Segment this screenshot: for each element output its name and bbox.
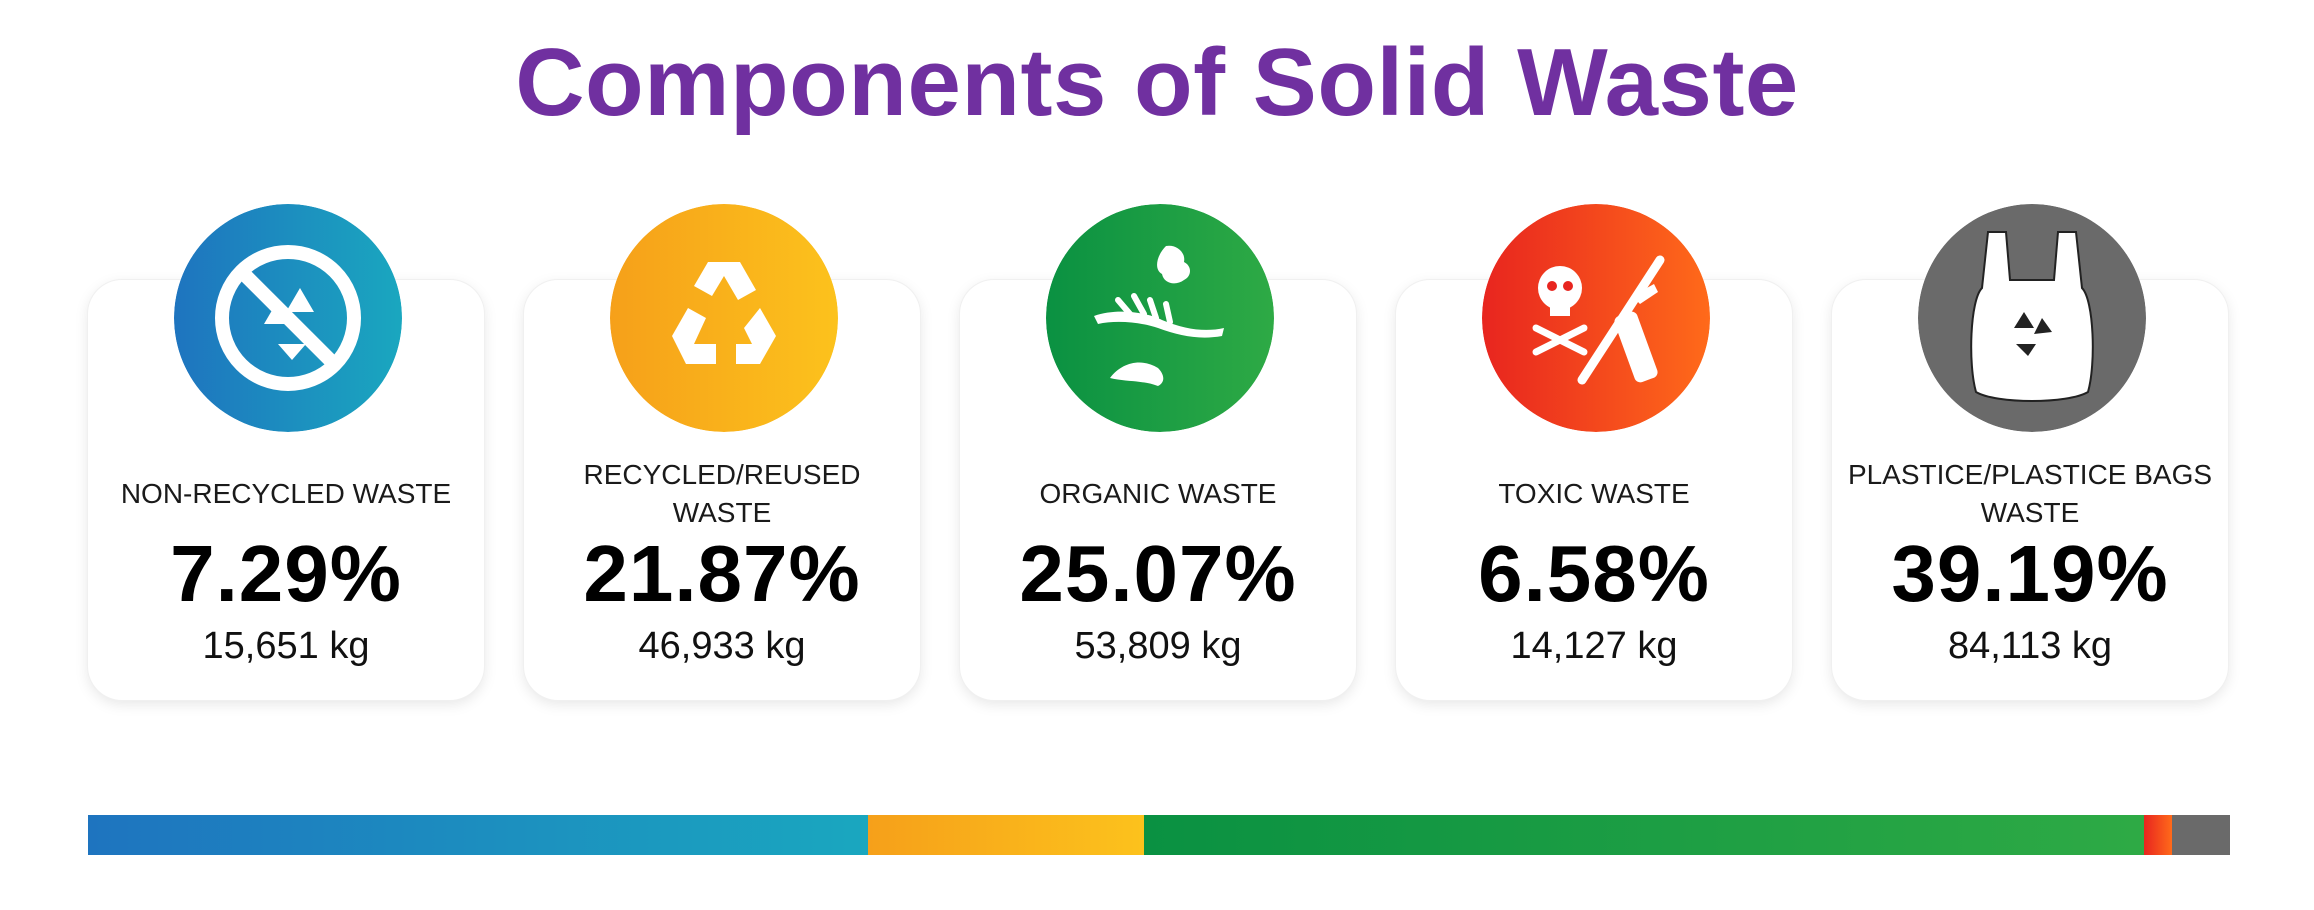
card-label: ORGANIC WASTE (1039, 478, 1277, 509)
composition-bar-segment-2 (868, 815, 1144, 855)
kg-value: 53,809 kg (1074, 625, 1242, 667)
toxic-waste-icon (1482, 204, 1710, 432)
card-recycled: RECYCLED/REUSED WASTE 21.87% 46,933 kg (524, 204, 920, 700)
percent-value: 39.19% (1891, 529, 2169, 618)
composition-bar (88, 815, 2230, 855)
card-organic: ORGANIC WASTE 25.07% 53,809 kg (960, 204, 1356, 700)
recycle-icon (610, 204, 838, 432)
percent-value: 25.07% (1019, 529, 1297, 618)
card-label: TOXIC WASTE (1498, 478, 1690, 509)
composition-bar-segment-5 (2172, 815, 2230, 855)
percent-value: 21.87% (583, 529, 861, 618)
percent-value: 6.58% (1478, 529, 1710, 618)
card-label: RECYCLED/REUSED WASTE (583, 459, 861, 528)
composition-bar-segment-4 (2144, 815, 2172, 855)
kg-value: 46,933 kg (638, 625, 806, 667)
percent-value: 7.29% (170, 529, 402, 618)
card-label: NON-RECYCLED WASTE (120, 478, 452, 509)
kg-value: 84,113 kg (1947, 625, 2113, 667)
plastic-bag-icon (1918, 204, 2146, 432)
card-label: PLASTICE/PLASTICE BAGS WASTE (1847, 459, 2213, 528)
composition-bar-segment-3 (1144, 815, 2144, 855)
card-non-recycled: NON-RECYCLED WASTE 7.29% 15,651 kg (88, 204, 484, 700)
composition-bar-segment-1 (88, 815, 868, 855)
kg-value: 14,127 kg (1510, 625, 1678, 667)
organic-waste-icon (1046, 204, 1274, 432)
card-plastic: PLASTICE/PLASTICE BAGS WASTE 39.19% 84,1… (1832, 204, 2228, 700)
no-recycle-icon (174, 204, 402, 432)
page-title: Components of Solid Waste (515, 29, 1799, 136)
kg-value: 15,651 kg (202, 625, 370, 667)
card-toxic: TOXIC WASTE 6.58% 14,127 kg (1396, 204, 1792, 700)
